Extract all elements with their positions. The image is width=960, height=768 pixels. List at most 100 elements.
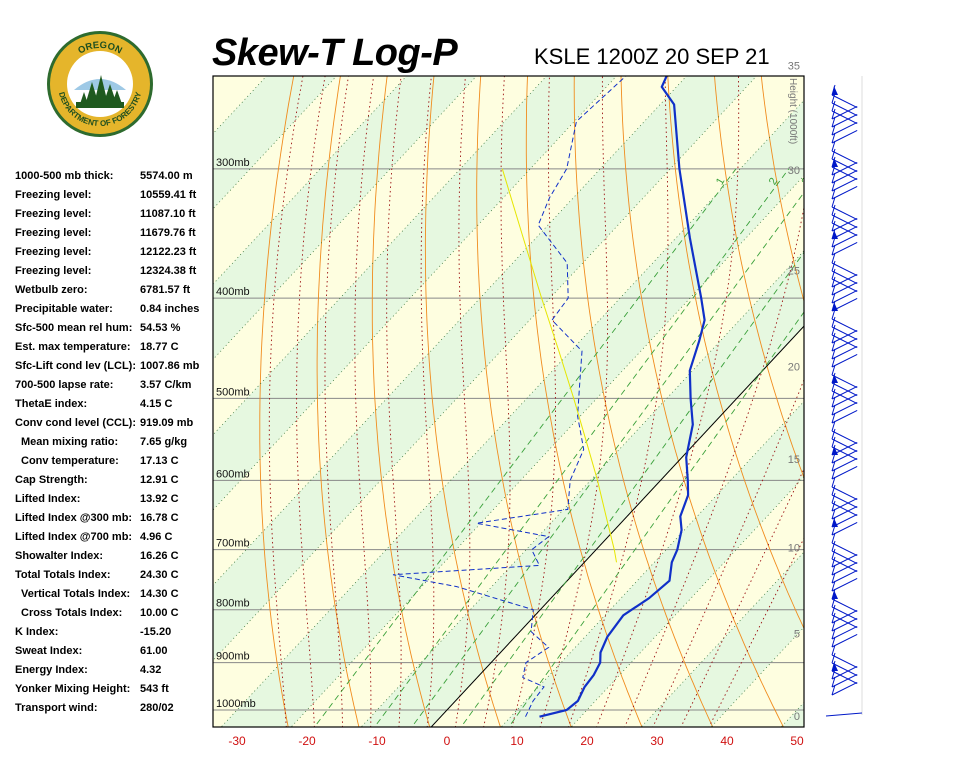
wind-barb (831, 670, 858, 685)
index-label: Yonker Mixing Height: (15, 683, 131, 695)
wind-barb (831, 521, 858, 536)
wind-barb (831, 374, 858, 389)
wind-barb (831, 121, 858, 136)
index-value: 0.84 inches (140, 303, 200, 315)
wind-barb-feather (831, 356, 836, 368)
index-label: Est. max temperature: (15, 341, 131, 353)
x-tick-label: 50 (790, 734, 804, 748)
moist-adiabat (483, 76, 511, 727)
index-label: Transport wind: (15, 702, 98, 714)
wind-barb-feather (831, 404, 836, 416)
wind-barb-feather (831, 388, 836, 400)
dewpoint-line (392, 76, 627, 717)
wind-barb-feather (831, 524, 836, 536)
height-axis: Height (1000ft)05101520253035404550 (787, 61, 800, 723)
wind-barb (831, 598, 858, 613)
wind-barb (831, 318, 858, 333)
wind-barb (831, 558, 858, 573)
index-label: 700-500 lapse rate: (15, 379, 114, 391)
wind-barb-pennant (832, 662, 838, 671)
wind-barb (831, 113, 858, 128)
wind-barb-feather (831, 460, 836, 472)
isotherm-band (213, 76, 804, 727)
wind-barb-feather (831, 172, 836, 184)
index-row: Lifted Index @300 mb: 16.78 C (15, 509, 205, 528)
wind-barb (831, 457, 858, 472)
wind-barb-feather (831, 316, 836, 328)
index-value: 13.92 C (140, 493, 179, 505)
index-row: Freezing level: 11679.76 ft (15, 224, 205, 243)
x-tick-label: 30 (650, 734, 664, 748)
wind-barb (831, 673, 858, 688)
index-row: Showalter Index: 16.26 C (15, 547, 205, 566)
index-label: Freezing level: (15, 227, 92, 239)
index-label: Lifted Index: (15, 493, 81, 505)
index-label: 1000-500 mb thick: (15, 170, 114, 182)
index-row: Freezing level: 10559.41 ft (15, 186, 205, 205)
wind-barb-feather (831, 684, 836, 696)
pressure-level-label: 600mb (216, 468, 250, 480)
index-row: Transport wind: 280/02 (15, 699, 205, 718)
dry-adiabat (424, 76, 501, 727)
stability-indices-panel: 1000-500 mb thick: 5574.00 m Freezing leve… (15, 167, 205, 718)
index-row: K Index: -15.20 (15, 623, 205, 642)
index-row: Freezing level: 12122.23 ft (15, 243, 205, 262)
wind-barb (831, 217, 858, 232)
wind-barb-feather (831, 260, 836, 272)
mixing-ratio-line (313, 168, 737, 727)
index-value: 5574.00 m (140, 170, 193, 182)
wind-barb-feather (831, 596, 836, 608)
pressure-level-label: 700mb (216, 538, 250, 550)
wind-barb-column (825, 76, 863, 717)
index-row: Lifted Index @700 mb: 4.96 C (15, 528, 205, 547)
wind-barb-feather (831, 548, 836, 560)
index-value: 12122.23 ft (140, 246, 197, 258)
index-row: Est. max temperature: 18.77 C (15, 338, 205, 357)
index-label: K Index: (15, 626, 59, 638)
pressure-level-label: 300mb (216, 157, 250, 169)
pressure-level-label: 800mb (216, 598, 250, 610)
wind-barb (831, 206, 858, 221)
mixing-ratio-label: 1 (714, 176, 727, 187)
wind-barb (831, 502, 858, 517)
wind-barb-feather (831, 132, 836, 144)
index-row: Lifted Index: 13.92 C (15, 490, 205, 509)
index-value: 12.91 C (140, 474, 179, 486)
wind-barb-feather (831, 508, 836, 520)
index-value: 919.09 mb (140, 417, 194, 429)
wind-barb-feather (831, 452, 836, 464)
dry-adiabat (316, 76, 360, 727)
index-row: Sfc-Lift cond lev (LCL): 1007.86 mb (15, 357, 205, 376)
index-label: Mean mixing ratio: (21, 436, 119, 448)
x-tick-label: 20 (580, 734, 594, 748)
wind-barb-feather (831, 604, 836, 616)
index-value: 12324.38 ft (140, 265, 197, 277)
wind-barb (831, 281, 858, 296)
index-value: 16.78 C (140, 512, 179, 524)
wind-barb (831, 337, 858, 352)
index-row: Freezing level: 12324.38 ft (15, 262, 205, 281)
wind-barb-feather (831, 556, 836, 568)
wind-barb-feather (831, 180, 836, 192)
wind-barb (831, 166, 858, 181)
wind-barb-feather (831, 612, 836, 624)
wind-barb-feather (831, 412, 836, 424)
index-row: 1000-500 mb thick: 5574.00 m (15, 167, 205, 186)
isotherm-band (221, 100, 804, 727)
wind-barb (831, 438, 858, 453)
wind-barb (831, 494, 858, 509)
wind-barb-feather (831, 380, 836, 392)
dry-adiabat (259, 76, 295, 727)
wind-barb (831, 665, 858, 680)
index-label: Freezing level: (15, 265, 92, 277)
x-tick-label: -10 (368, 734, 386, 748)
index-label: Energy Index: (15, 664, 88, 676)
wind-barb (831, 681, 858, 696)
wind-barb-feather (831, 644, 836, 656)
wind-barb-feather (831, 348, 836, 360)
wind-barb (831, 289, 858, 304)
wind-barb-feather (831, 252, 836, 264)
wind-barb-feather (831, 340, 836, 352)
index-label: Freezing level: (15, 208, 92, 220)
pressure-level-label: 500mb (216, 386, 250, 398)
